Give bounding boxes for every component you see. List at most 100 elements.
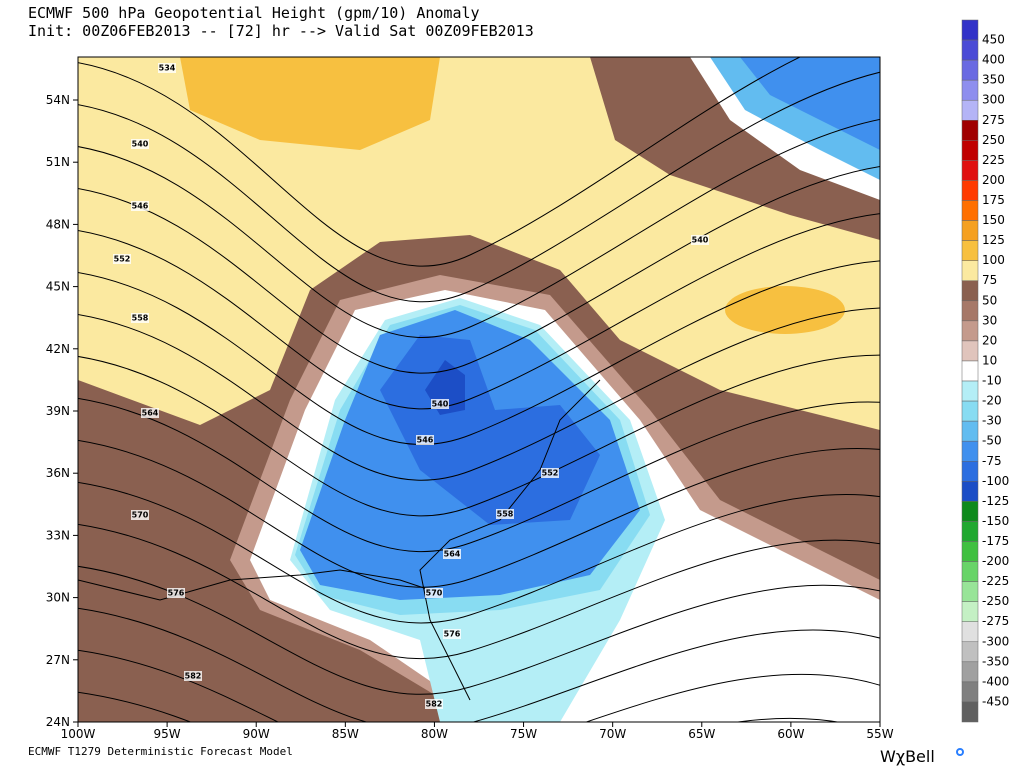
colorbar-label: -450 [982, 694, 1009, 708]
lat-label: 51N [46, 155, 70, 169]
contour-label-bg [141, 408, 159, 418]
contour-label-bg [443, 629, 461, 639]
anomaly-field [740, 57, 880, 150]
lon-label: 70W [599, 727, 626, 741]
contour-label-bg [425, 588, 443, 598]
contour-label-bg [158, 63, 176, 73]
logo-mark [956, 748, 964, 756]
contour-label-bg [496, 509, 514, 519]
contour-label-bg [425, 699, 443, 709]
contour-label: 540 [432, 400, 449, 409]
contour-labels: 534 540 546 552 558 564 570 576 582 540 546 552 558 5… [113, 63, 709, 709]
contour-label-bg [541, 468, 559, 478]
lon-label: 85W [332, 727, 359, 741]
contour-line [78, 166, 880, 374]
contour-label: 582 [185, 672, 202, 681]
anomaly-field [725, 286, 845, 334]
colorbar-swatch [961, 501, 979, 522]
contour-label: 576 [444, 630, 461, 639]
colorbar-label: 200 [982, 173, 1005, 187]
contour-line [78, 57, 802, 267]
colorbar-label: 125 [982, 233, 1005, 247]
contour-label: 552 [114, 255, 131, 264]
contour-label: 540 [132, 140, 149, 149]
colorbar-swatch [961, 160, 979, 181]
contour-label: 570 [132, 511, 149, 520]
contour-label: 570 [426, 589, 443, 598]
coastline [78, 569, 431, 601]
colorbar-swatch [961, 581, 979, 602]
colorbar-swatch [961, 360, 979, 382]
contour-line [78, 482, 880, 624]
lat-label: 30N [46, 591, 70, 605]
contour-line [78, 398, 880, 553]
logo: WχBell [880, 747, 935, 766]
colorbar-label: -300 [982, 634, 1009, 648]
colorbar-swatch [961, 180, 979, 201]
contour-label: 558 [497, 510, 514, 519]
colorbar-label: -30 [982, 414, 1002, 428]
anomaly-field [180, 57, 440, 150]
contour-line [78, 307, 880, 481]
colorbar-swatch [961, 19, 979, 41]
colorbar-swatch [961, 280, 979, 302]
colorbar-label: 400 [982, 53, 1005, 67]
lon-label: 65W [688, 727, 715, 741]
contour-label-bg [431, 399, 449, 409]
colorbar-label: -350 [982, 654, 1009, 668]
colorbar-swatch [961, 220, 979, 241]
colorbar-swatch [961, 99, 979, 121]
colorbar-swatch [961, 701, 979, 723]
colorbar-label: 225 [982, 153, 1005, 167]
colorbar-swatch [961, 641, 979, 663]
lon-label: 100W [61, 727, 96, 741]
colorbar-swatch [961, 380, 979, 402]
contour-label-bg [184, 671, 202, 681]
colorbar-swatch [961, 561, 979, 582]
colorbar-label: -175 [982, 534, 1009, 548]
lat-label: 48N [46, 217, 70, 231]
colorbar-swatch [961, 120, 979, 141]
colorbar-label: 30 [982, 313, 997, 327]
colorbar-label: -200 [982, 554, 1009, 568]
lon-label: 95W [154, 727, 181, 741]
colorbar-label: -225 [982, 574, 1009, 588]
colorbar-label: -400 [982, 674, 1009, 688]
colorbar-swatch [961, 681, 979, 703]
map-frame [77, 56, 881, 723]
colorbar-swatch [961, 320, 979, 342]
contour-label: 546 [417, 436, 434, 445]
colorbar-swatch [961, 39, 979, 61]
colorbar-swatch [961, 621, 979, 643]
colorbar-label: 75 [982, 273, 997, 287]
colorbar-label: -75 [982, 454, 1002, 468]
colorbar-label: -150 [982, 514, 1009, 528]
contour-line [78, 260, 880, 446]
contour-line [78, 71, 880, 303]
contour-label: 546 [132, 202, 149, 211]
colorbar-swatch [961, 260, 979, 281]
colorbar-swatch [961, 440, 979, 462]
contour-line [78, 440, 880, 588]
colorbar-swatch [961, 79, 979, 101]
colorbar-label: 100 [982, 253, 1005, 267]
colorbar-label: -10 [982, 374, 1002, 388]
contour-line [78, 523, 880, 660]
contour-label-bg [416, 435, 434, 445]
colorbar-label: 250 [982, 133, 1005, 147]
contour-line [78, 691, 841, 722]
contour-label-bg [131, 201, 149, 211]
subtitle: Init: 00Z06FEB2013 -- [72] hr --> Valid … [28, 22, 534, 40]
colorbar-label: 350 [982, 73, 1005, 87]
contour-label: 564 [142, 409, 159, 418]
colorbar-label: -125 [982, 494, 1009, 508]
colorbar: 450 400 350 300 275 250 225 200 175 150 125 100 75 50… [961, 19, 1009, 723]
contour-label: 558 [132, 314, 149, 323]
contour-label: 552 [542, 469, 559, 478]
colorbar-swatch [961, 140, 979, 161]
coastline [419, 379, 601, 701]
contour-line [78, 649, 880, 722]
